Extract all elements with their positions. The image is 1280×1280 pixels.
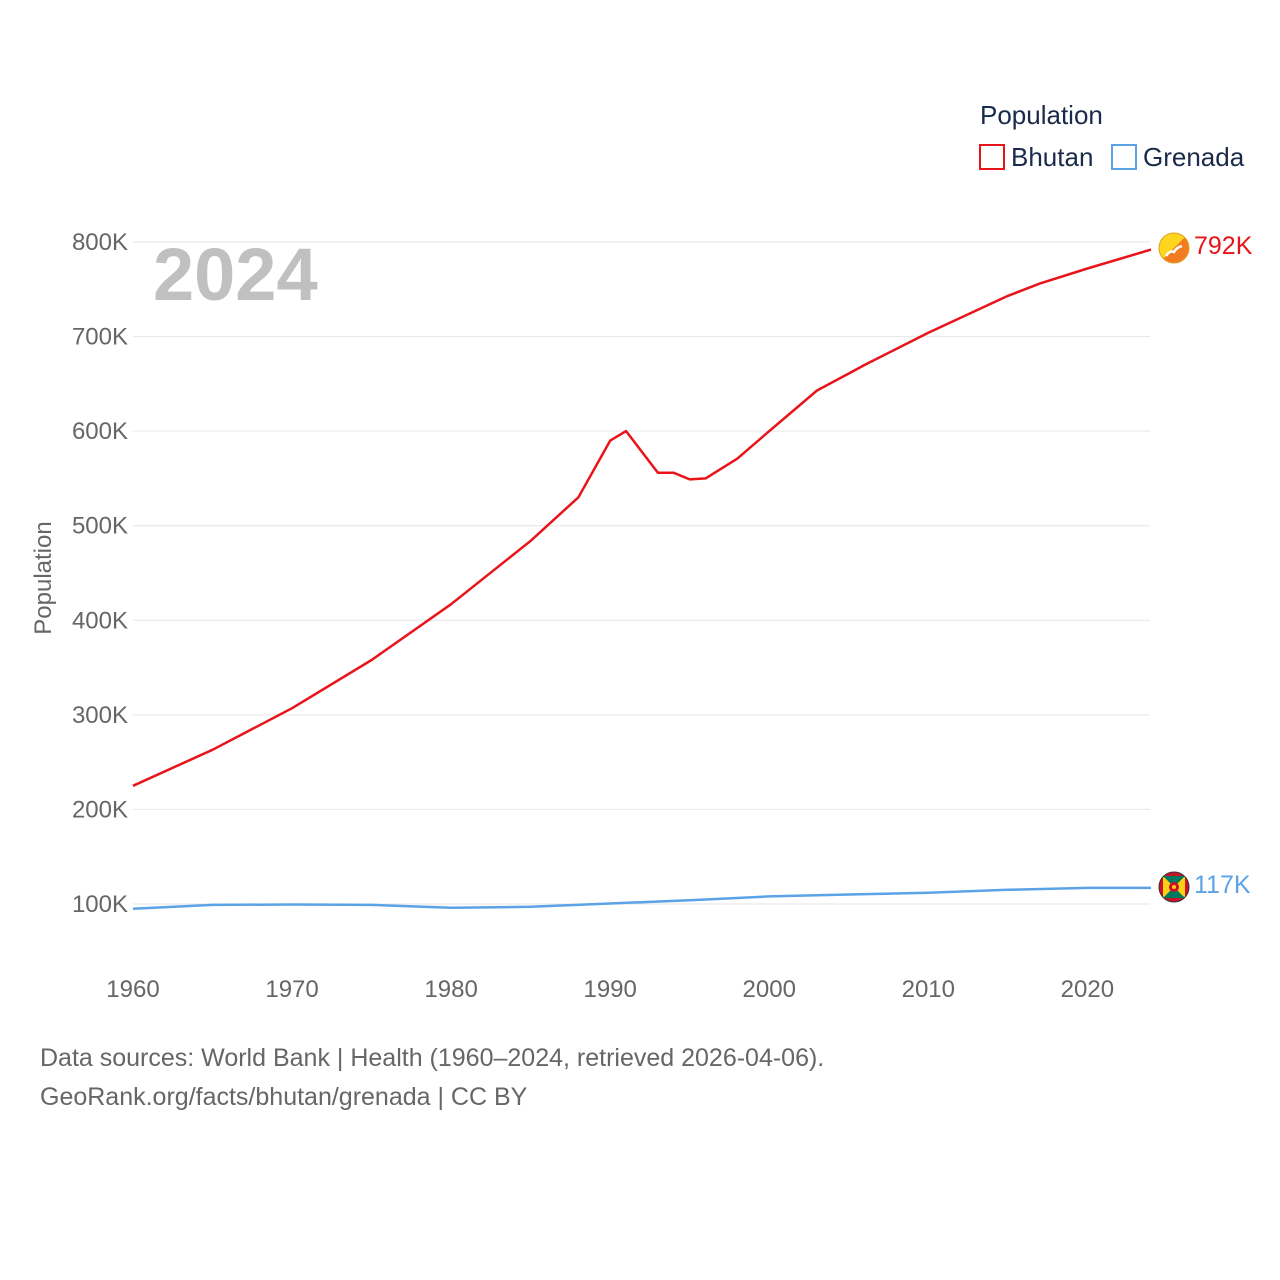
series-line-grenada[interactable] (132, 886, 1151, 910)
bhutan-flag-icon (1158, 232, 1190, 264)
y-tick-label: 800K (72, 229, 128, 256)
y-axis-ticks: 100K 200K 300K 400K 500K 600K 700K 800K (72, 229, 128, 918)
y-tick-label: 700K (72, 324, 128, 351)
current-year-label: 2024 (153, 233, 318, 316)
x-tick-label: 1980 (424, 976, 477, 1003)
legend-swatch-bhutan (979, 144, 1005, 170)
source-link-footer[interactable]: GeoRank.org/facts/bhutan/grenada | CC BY (40, 1083, 528, 1111)
legend-label-bhutan: Bhutan (1011, 142, 1093, 172)
legend-item-bhutan[interactable]: Bhutan (979, 142, 1093, 172)
x-tick-label: 1970 (265, 976, 318, 1003)
x-axis-ticks: 1960 1970 1980 1990 2000 2010 2020 (106, 976, 1114, 1003)
gridlines (133, 241, 1150, 905)
series-line-bhutan[interactable] (132, 248, 1152, 787)
y-axis-title: Population (30, 521, 57, 634)
legend-label-grenada: Grenada (1143, 142, 1245, 172)
y-tick-label: 600K (72, 418, 128, 445)
grenada-flag-icon (1158, 871, 1190, 903)
end-value-label-grenada: 117K (1194, 871, 1251, 899)
y-tick-label: 400K (72, 607, 128, 634)
legend-item-grenada[interactable]: Grenada (1111, 142, 1245, 172)
y-tick-label: 200K (72, 796, 128, 823)
population-line-chart: 100K 200K 300K 400K 500K 600K 700K 800K 1960 197… (30, 100, 1253, 1003)
x-tick-label: 1990 (583, 976, 636, 1003)
data-sources-footer: Data sources: World Bank | Health (1960–… (40, 1044, 825, 1072)
y-tick-label: 300K (72, 702, 128, 729)
y-tick-label: 500K (72, 513, 128, 540)
legend: Population Bhutan Grenada (979, 100, 1245, 172)
x-tick-label: 1960 (106, 976, 159, 1003)
end-value-label-bhutan: 792K (1194, 232, 1253, 260)
y-tick-label: 100K (72, 891, 128, 918)
x-tick-label: 2000 (743, 976, 796, 1003)
x-tick-label: 2010 (902, 976, 955, 1003)
legend-swatch-grenada (1111, 144, 1137, 170)
x-tick-label: 2020 (1061, 976, 1114, 1003)
series-lines (132, 248, 1152, 910)
legend-title: Population (980, 100, 1103, 130)
end-labels: 792K 117K (1194, 232, 1253, 899)
